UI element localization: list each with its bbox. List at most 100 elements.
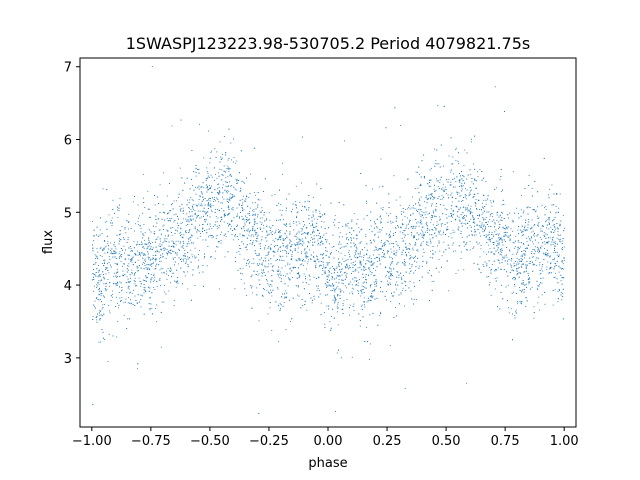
data-point bbox=[369, 229, 371, 231]
data-point bbox=[291, 244, 293, 246]
data-point bbox=[460, 175, 461, 177]
data-point bbox=[486, 222, 487, 223]
data-point bbox=[331, 252, 332, 253]
data-point bbox=[99, 276, 101, 278]
data-point bbox=[370, 258, 372, 259]
data-point bbox=[367, 341, 369, 343]
data-point bbox=[207, 204, 209, 205]
data-point bbox=[103, 276, 105, 278]
data-point bbox=[241, 205, 242, 206]
data-point bbox=[315, 211, 317, 213]
data-point bbox=[105, 282, 107, 284]
data-point bbox=[218, 175, 220, 177]
data-point bbox=[483, 235, 485, 236]
data-point bbox=[312, 299, 313, 301]
data-point bbox=[128, 255, 130, 256]
data-point bbox=[300, 252, 302, 254]
data-point bbox=[238, 203, 240, 205]
data-point bbox=[467, 204, 469, 206]
data-point bbox=[125, 301, 126, 303]
data-point bbox=[507, 214, 509, 216]
data-point bbox=[137, 204, 139, 206]
data-point bbox=[352, 278, 354, 280]
data-point bbox=[127, 254, 129, 256]
data-point bbox=[221, 157, 223, 159]
data-point bbox=[396, 276, 398, 278]
data-point bbox=[465, 198, 467, 200]
data-point bbox=[210, 152, 212, 154]
data-point bbox=[556, 260, 558, 262]
data-point bbox=[359, 266, 361, 268]
data-point bbox=[525, 283, 527, 285]
data-point bbox=[256, 240, 258, 242]
data-point bbox=[195, 175, 197, 177]
data-point bbox=[397, 262, 399, 264]
data-point bbox=[270, 280, 272, 282]
data-point bbox=[545, 206, 547, 208]
data-point bbox=[335, 298, 336, 300]
data-point bbox=[450, 215, 452, 217]
data-point bbox=[246, 237, 248, 239]
data-point bbox=[361, 308, 363, 310]
data-point bbox=[481, 222, 483, 224]
data-point bbox=[275, 231, 277, 233]
data-point bbox=[402, 219, 404, 221]
data-point bbox=[534, 232, 535, 234]
data-point bbox=[188, 219, 190, 221]
data-point bbox=[403, 230, 405, 232]
data-point bbox=[104, 304, 105, 305]
data-point bbox=[380, 158, 382, 160]
data-point bbox=[190, 215, 192, 217]
data-point bbox=[501, 254, 503, 256]
data-point bbox=[554, 276, 556, 278]
data-point bbox=[535, 259, 537, 261]
data-point bbox=[524, 247, 526, 249]
data-point bbox=[230, 225, 232, 227]
data-point bbox=[242, 267, 244, 269]
data-point bbox=[420, 185, 422, 186]
data-point bbox=[240, 190, 242, 192]
data-point bbox=[543, 232, 545, 233]
data-point bbox=[134, 253, 135, 255]
data-point bbox=[197, 237, 199, 239]
data-point bbox=[113, 275, 115, 277]
data-point bbox=[177, 282, 179, 284]
data-point bbox=[371, 264, 373, 266]
data-point bbox=[376, 226, 377, 228]
data-point bbox=[370, 273, 372, 275]
data-point bbox=[195, 217, 197, 219]
data-point bbox=[173, 299, 175, 301]
data-point bbox=[249, 221, 251, 223]
data-point bbox=[98, 269, 100, 271]
data-point bbox=[434, 190, 436, 192]
data-point bbox=[124, 259, 126, 261]
data-point bbox=[342, 258, 344, 260]
data-point bbox=[254, 220, 255, 222]
data-point bbox=[411, 226, 413, 227]
data-point bbox=[497, 249, 498, 251]
data-point bbox=[431, 194, 433, 196]
data-point bbox=[287, 264, 289, 266]
data-point bbox=[493, 242, 495, 244]
data-point bbox=[147, 190, 149, 192]
data-point bbox=[388, 234, 390, 236]
data-point bbox=[208, 199, 210, 201]
data-point bbox=[433, 190, 435, 192]
data-point bbox=[172, 226, 174, 228]
data-point bbox=[235, 178, 237, 180]
data-point bbox=[303, 226, 304, 228]
data-point bbox=[466, 382, 468, 384]
data-point bbox=[133, 289, 135, 291]
data-point bbox=[316, 229, 318, 231]
data-point bbox=[167, 220, 169, 222]
data-point bbox=[194, 285, 196, 287]
data-point bbox=[351, 356, 353, 358]
data-point bbox=[254, 202, 256, 204]
data-point bbox=[265, 237, 267, 239]
data-point bbox=[441, 223, 442, 225]
data-point bbox=[163, 224, 165, 226]
data-point bbox=[561, 248, 563, 250]
data-point bbox=[338, 243, 340, 245]
data-point bbox=[334, 296, 335, 298]
data-point bbox=[107, 243, 109, 244]
